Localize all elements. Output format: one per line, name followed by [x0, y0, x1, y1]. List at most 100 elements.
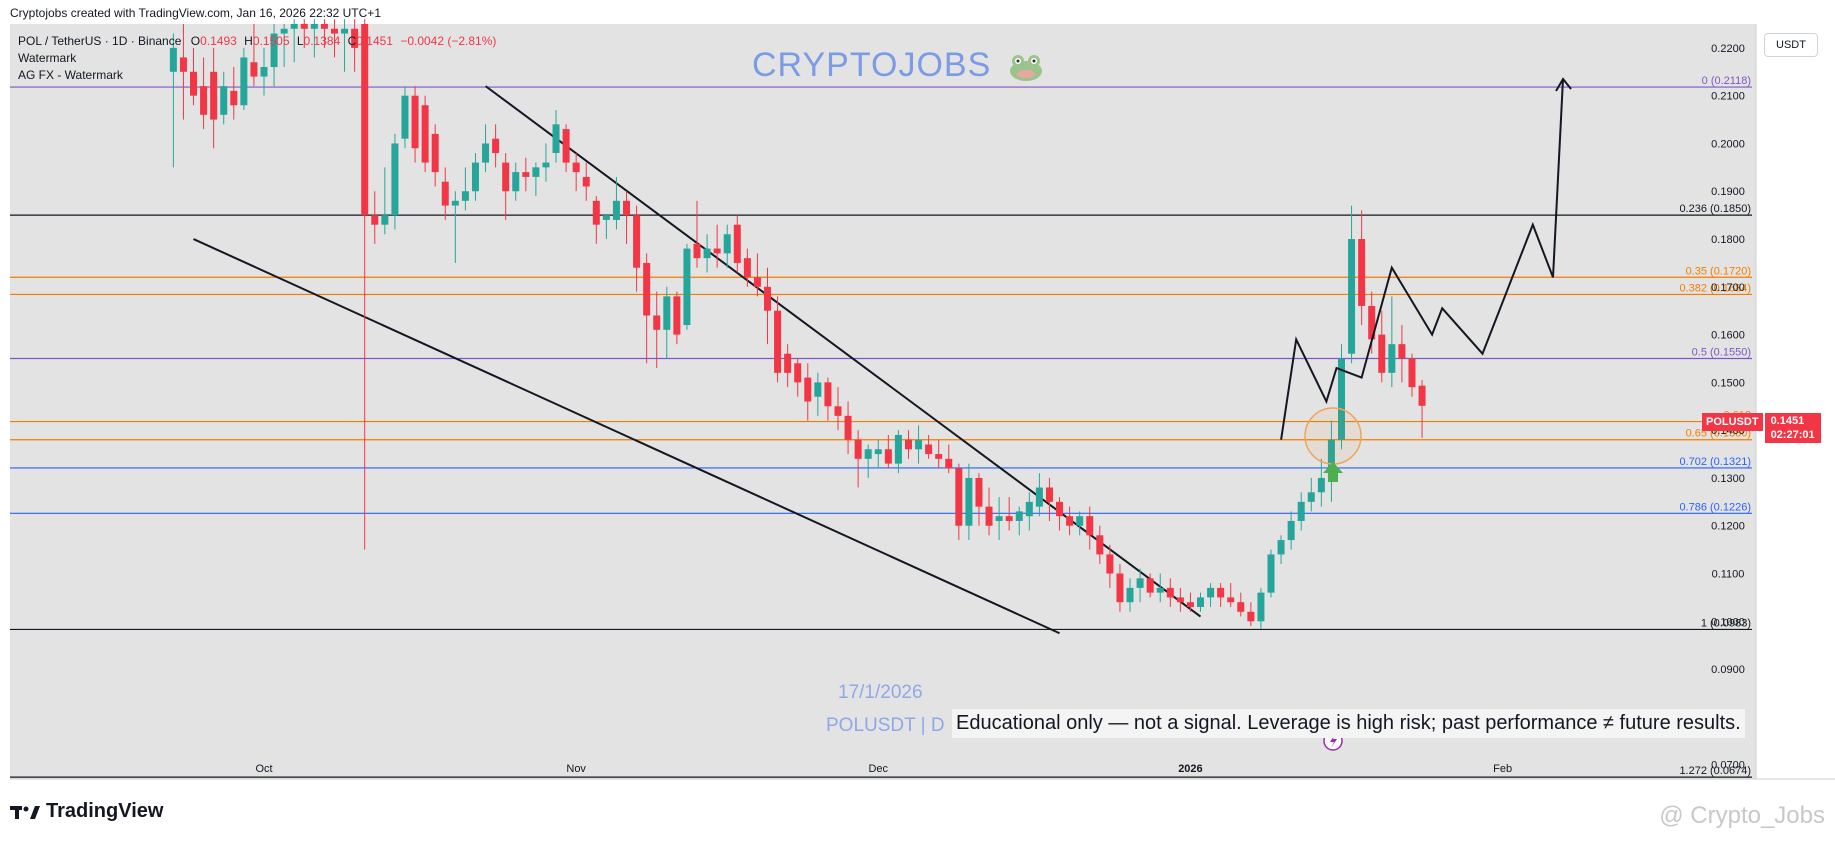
symbol-line: POL / TetherUS · 1D · Binance	[18, 34, 182, 48]
candle	[280, 24, 288, 68]
candle-body	[623, 200, 631, 216]
currency-button[interactable]: USDT	[1764, 33, 1818, 57]
candle-body	[592, 200, 600, 225]
candle	[633, 205, 641, 292]
y-tick-label: 0.1600	[1711, 330, 1745, 342]
candle	[582, 162, 590, 201]
candle-body	[411, 95, 419, 149]
candle	[1217, 583, 1225, 607]
candle	[1045, 477, 1053, 521]
candle-body	[713, 248, 721, 254]
candle	[1146, 573, 1154, 598]
candle-body	[1136, 578, 1144, 588]
indicator-watermark[interactable]: Watermark	[18, 51, 77, 65]
candle-body	[965, 477, 973, 526]
candle-body	[1267, 554, 1275, 593]
candle	[401, 86, 409, 149]
tradingview-logo[interactable]: TradingView	[10, 800, 163, 823]
candle	[441, 167, 449, 220]
candle-body	[1076, 516, 1084, 526]
candle-body	[320, 24, 328, 29]
candle	[1388, 296, 1396, 388]
candle-body	[804, 377, 812, 402]
candle	[471, 153, 479, 201]
candle	[361, 19, 369, 550]
candle-body	[1166, 587, 1174, 598]
candle-body	[1368, 305, 1376, 340]
candle-body	[230, 90, 238, 106]
candle-body	[582, 176, 590, 187]
candle	[411, 86, 419, 163]
ohlc-high: 0.1505	[252, 34, 290, 48]
candle-body	[542, 162, 550, 168]
candle	[1076, 511, 1084, 536]
candle-body	[532, 167, 540, 177]
fib-level-label: 0.35 (0.1720)	[1686, 265, 1751, 277]
projection	[1280, 77, 1572, 440]
candle	[1337, 344, 1345, 450]
candle-body	[794, 363, 802, 383]
candle-body	[562, 129, 570, 163]
candle	[502, 153, 510, 220]
candle-body	[1227, 597, 1235, 603]
fib-levels: 0 (0.2118) 0.236 (0.1850) 0.35 (0.1720) 0.3…	[10, 75, 1752, 778]
chart-pane[interactable]	[10, 24, 1756, 779]
candle	[854, 430, 862, 488]
indicator-agfx-watermark[interactable]: AG FX - Watermark	[18, 68, 123, 82]
candle-body	[572, 162, 580, 173]
y-tick-label: 0.0900	[1711, 664, 1745, 676]
projection-path	[1280, 78, 1564, 440]
candle-body	[1237, 602, 1245, 612]
candle-body	[683, 248, 691, 326]
candle-body	[1005, 516, 1013, 521]
candle	[1015, 506, 1023, 536]
candle-body	[1045, 487, 1053, 502]
candle-body	[1025, 501, 1033, 517]
ohlc-high-label: H	[244, 34, 253, 48]
candle	[643, 253, 651, 364]
candle	[1066, 506, 1074, 536]
candle	[733, 215, 741, 273]
candle-body	[482, 143, 490, 163]
candle	[713, 224, 721, 268]
candle-body	[743, 258, 751, 278]
candle	[270, 24, 278, 87]
candle-body	[361, 24, 369, 216]
candle-body	[1327, 439, 1335, 478]
candle	[723, 224, 731, 268]
candle-body	[995, 516, 1003, 521]
candle	[965, 463, 973, 541]
candle	[341, 19, 349, 72]
chart-legend: POL / TetherUS · 1D · Binance O0.1493 H0…	[18, 34, 496, 48]
candle-body	[1388, 344, 1396, 373]
candle-body	[1408, 358, 1416, 388]
candle-body	[884, 449, 892, 464]
candle	[683, 243, 691, 330]
x-tick-label: Oct	[255, 763, 272, 775]
candle-body	[1418, 385, 1426, 406]
candle	[1287, 511, 1295, 550]
candle	[612, 176, 620, 230]
candle	[260, 47, 268, 96]
candle	[1317, 458, 1325, 507]
candle-body	[190, 71, 198, 96]
candle-body	[341, 28, 349, 34]
candle	[391, 133, 399, 230]
x-tick-label: Nov	[566, 763, 586, 775]
candle	[1136, 568, 1144, 603]
candle-body	[663, 296, 671, 330]
candle-body	[693, 243, 701, 259]
y-tick-label: 0.2200	[1711, 43, 1745, 55]
candle	[884, 434, 892, 469]
candle	[925, 434, 933, 459]
candle	[995, 497, 1003, 541]
ohlc-change: −0.0042 (−2.81%)	[400, 34, 497, 48]
candle	[602, 215, 610, 240]
candle	[381, 167, 389, 235]
candle	[1005, 497, 1013, 531]
candle-body	[1146, 578, 1154, 593]
candle	[794, 358, 802, 397]
candle-body	[220, 86, 228, 115]
candle-body	[733, 224, 741, 263]
